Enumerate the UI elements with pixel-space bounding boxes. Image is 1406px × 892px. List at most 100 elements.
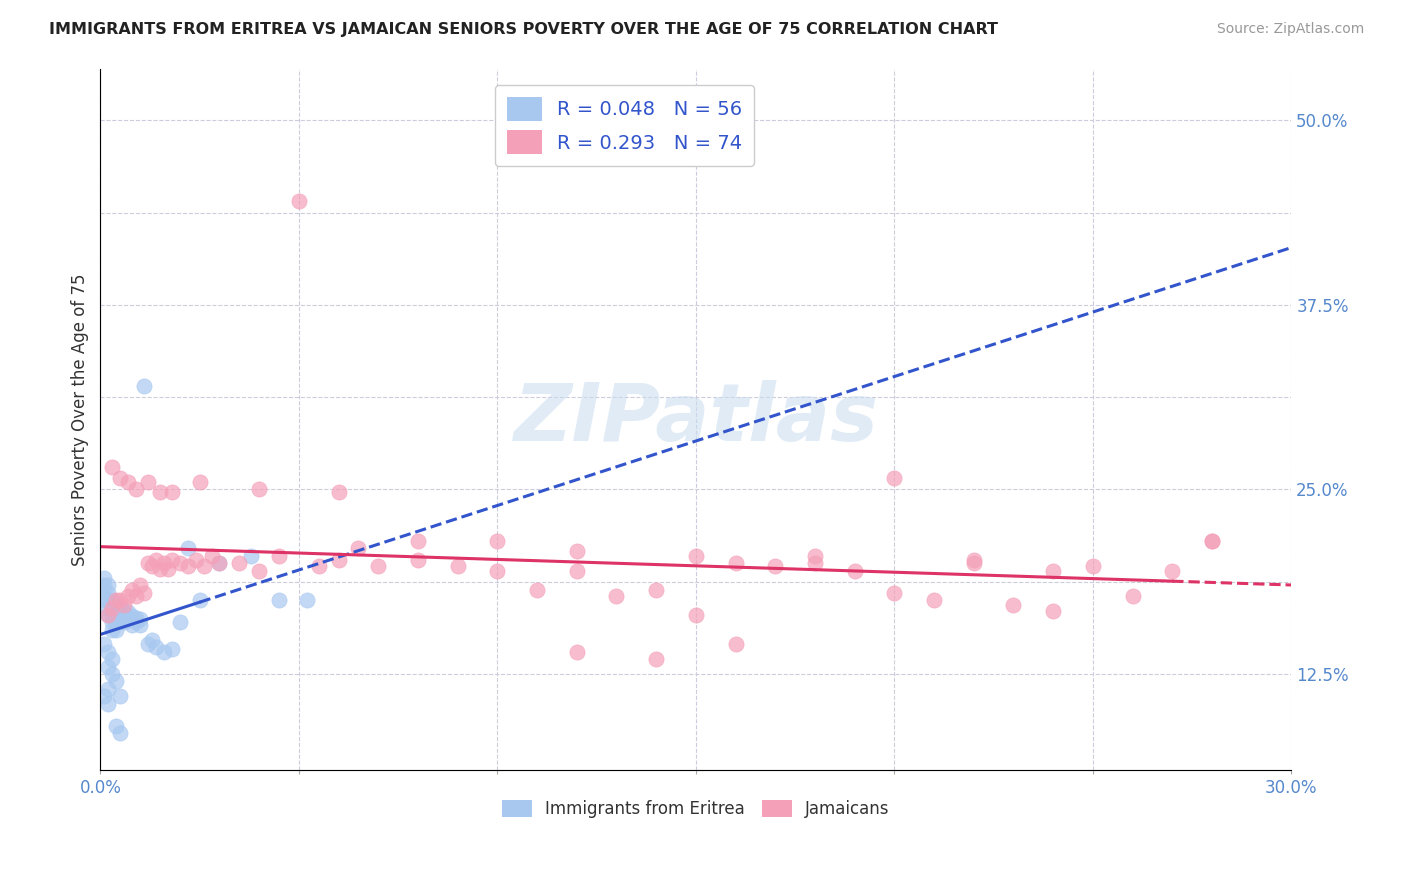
Point (112, 615, 135, 630)
Point (97, 697, 120, 711)
Point (93, 689, 115, 703)
Point (169, 556, 191, 570)
Point (240, 549, 263, 563)
Point (112, 607, 135, 622)
Point (105, 674, 128, 689)
Point (136, 556, 159, 570)
Point (153, 556, 176, 570)
Point (1201, 534, 1223, 549)
Point (125, 589, 148, 603)
Point (112, 603, 135, 617)
Point (136, 638, 159, 652)
Point (145, 640, 167, 655)
Point (176, 541, 198, 556)
Point (883, 586, 905, 600)
Point (108, 600, 131, 615)
Point (132, 379, 155, 393)
Point (93, 571, 115, 585)
Point (141, 559, 163, 574)
Point (645, 652, 668, 666)
Point (1042, 564, 1064, 578)
Point (136, 475, 159, 489)
Point (97, 578, 120, 592)
Point (117, 589, 139, 603)
Point (1081, 559, 1104, 574)
Point (105, 719, 128, 733)
Point (486, 564, 509, 578)
Point (208, 556, 231, 570)
Point (1161, 564, 1184, 578)
Point (922, 593, 945, 607)
Point (193, 559, 215, 574)
Point (125, 611, 148, 625)
Point (724, 638, 747, 652)
Point (117, 612, 139, 626)
Point (105, 607, 128, 622)
Point (160, 485, 183, 500)
Point (105, 593, 128, 607)
Point (108, 607, 131, 622)
Point (328, 553, 350, 567)
Point (149, 562, 172, 576)
Point (97, 645, 120, 659)
Point (526, 582, 548, 597)
Point (228, 556, 250, 570)
Point (101, 607, 124, 622)
Point (97, 586, 120, 600)
Point (108, 593, 131, 607)
Point (129, 618, 152, 632)
Legend: Immigrants from Eritrea, Jamaicans: Immigrants from Eritrea, Jamaicans (495, 793, 896, 825)
Point (121, 582, 143, 597)
Y-axis label: Seniors Poverty Over the Age of 75: Seniors Poverty Over the Age of 75 (72, 273, 89, 566)
Point (565, 645, 588, 659)
Point (685, 607, 707, 622)
Point (963, 553, 986, 567)
Point (308, 559, 330, 574)
Point (101, 460, 124, 475)
Point (129, 612, 152, 626)
Text: ZIPatlas: ZIPatlas (513, 380, 879, 458)
Point (1201, 534, 1223, 549)
Point (406, 553, 429, 567)
Point (105, 598, 128, 612)
Point (117, 605, 139, 619)
Point (200, 549, 222, 563)
Point (121, 609, 143, 624)
Point (101, 615, 124, 630)
Point (328, 485, 350, 500)
Point (645, 582, 668, 597)
Point (108, 470, 131, 484)
Point (108, 689, 131, 703)
Point (486, 534, 509, 549)
Point (1002, 598, 1025, 612)
Point (125, 483, 148, 497)
Point (93, 578, 115, 592)
Text: IMMIGRANTS FROM ERITREA VS JAMAICAN SENIORS POVERTY OVER THE AGE OF 75 CORRELATI: IMMIGRANTS FROM ERITREA VS JAMAICAN SENI… (49, 22, 998, 37)
Point (108, 615, 131, 630)
Point (844, 564, 866, 578)
Point (145, 553, 167, 567)
Point (1042, 603, 1064, 617)
Point (184, 553, 207, 567)
Point (97, 600, 120, 615)
Point (188, 475, 211, 489)
Point (188, 593, 211, 607)
Point (97, 607, 120, 622)
Point (121, 618, 143, 632)
Point (153, 645, 176, 659)
Point (605, 589, 627, 603)
Point (101, 593, 124, 607)
Point (125, 615, 148, 630)
Point (295, 593, 318, 607)
Point (101, 652, 124, 666)
Point (160, 641, 183, 656)
Point (93, 593, 115, 607)
Point (347, 541, 370, 556)
Point (101, 600, 124, 615)
Point (804, 549, 827, 563)
Point (169, 615, 191, 630)
Point (288, 194, 311, 209)
Point (565, 544, 588, 558)
Point (763, 559, 786, 574)
Point (108, 726, 131, 740)
